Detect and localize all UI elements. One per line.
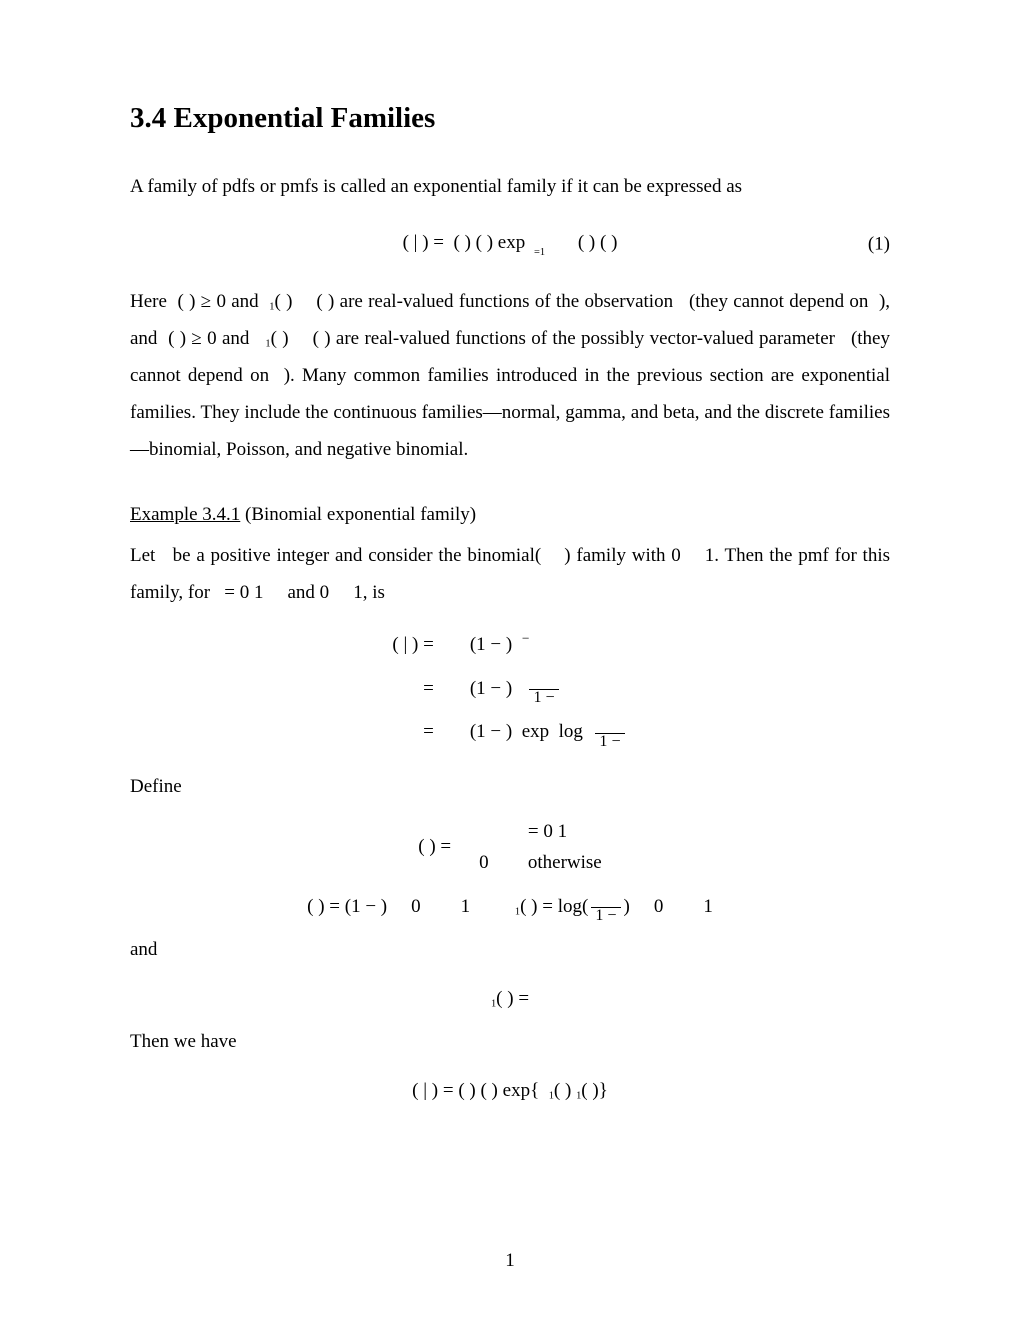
para-2: Here ( ) ≥ 0 and 1( )( ) are real-valued… <box>130 283 890 468</box>
example-para-1: Let be a positive integer and consider t… <box>130 537 890 611</box>
t1-def: 1( ) = <box>130 980 890 1017</box>
example-title: (Binomial exponential family) <box>240 504 476 525</box>
page-number: 1 <box>0 1250 1020 1272</box>
final-eq: ( | ) = ( ) ( ) exp{ 1( ) 1( )} <box>130 1072 890 1109</box>
c-w-def: ( ) = (1 − )01 1( ) = log( 1 −)01 <box>130 888 890 925</box>
h-def: ( ) = = 0 1 0otherwise <box>130 817 890 878</box>
example-number: Example 3.4.1 <box>130 504 240 525</box>
equation-1: ( | ) = ( ) ( ) exp =1 ( ) ( ) (1) <box>130 219 890 269</box>
eq1-number: (1) <box>868 225 890 262</box>
then-label: Then we have <box>130 1023 890 1060</box>
eq1-content: ( | ) = ( ) ( ) exp =1 ( ) ( ) <box>403 224 618 263</box>
define-label: Define <box>130 768 890 805</box>
derivation-align: ( | ) = (1 − ) − = (1 − ) 1 − = (1 − ) e… <box>392 623 627 754</box>
intro-para: A family of pdfs or pmfs is called an ex… <box>130 168 890 205</box>
section-title: 3.4 Exponential Families <box>130 100 890 138</box>
example-header-line: Example 3.4.1 (Binomial exponential fami… <box>130 496 890 533</box>
and-label: and <box>130 931 890 968</box>
